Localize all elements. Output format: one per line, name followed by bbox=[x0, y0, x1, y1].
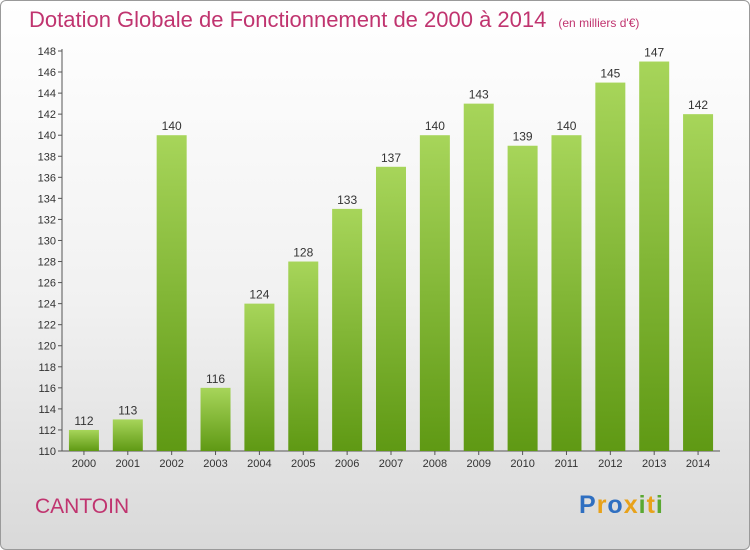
data-label: 128 bbox=[293, 246, 313, 260]
y-tick-label: 124 bbox=[38, 299, 56, 311]
x-tick-label: 2002 bbox=[159, 458, 183, 470]
y-tick-label: 126 bbox=[38, 278, 56, 290]
y-tick-label: 122 bbox=[38, 320, 56, 332]
bar bbox=[551, 135, 582, 452]
data-label: 116 bbox=[206, 372, 225, 386]
logo-letter: r bbox=[596, 491, 608, 519]
y-tick-label: 134 bbox=[38, 193, 56, 205]
data-label: 113 bbox=[118, 403, 137, 417]
data-label: 143 bbox=[469, 88, 489, 102]
data-label: 147 bbox=[644, 46, 664, 60]
bar bbox=[112, 419, 143, 451]
x-tick-label: 2004 bbox=[247, 458, 271, 470]
bar bbox=[463, 103, 494, 451]
bar bbox=[200, 387, 231, 451]
logo-letter: t bbox=[646, 491, 656, 519]
y-tick-label: 130 bbox=[38, 235, 56, 247]
bar bbox=[288, 261, 319, 451]
y-tick-label: 148 bbox=[38, 46, 56, 58]
x-tick-label: 2012 bbox=[598, 458, 622, 470]
data-label: 124 bbox=[249, 288, 269, 302]
bar bbox=[68, 429, 99, 451]
bar bbox=[376, 166, 406, 451]
y-tick-label: 146 bbox=[38, 67, 56, 79]
x-tick-label: 2003 bbox=[203, 458, 227, 470]
y-tick-label: 132 bbox=[38, 214, 56, 226]
bar bbox=[507, 145, 538, 451]
commune-name: CANTOIN bbox=[35, 495, 130, 518]
x-tick-label: 2007 bbox=[379, 458, 403, 470]
y-tick-label: 112 bbox=[38, 425, 56, 437]
data-label: 137 bbox=[381, 151, 401, 165]
data-label: 145 bbox=[600, 67, 620, 81]
y-tick-label: 142 bbox=[38, 109, 56, 121]
x-tick-label: 2010 bbox=[510, 458, 534, 470]
logo-letter: x bbox=[623, 491, 639, 519]
data-label: 142 bbox=[688, 98, 708, 112]
y-tick-label: 120 bbox=[38, 341, 56, 353]
x-tick-label: 2001 bbox=[116, 458, 140, 470]
bar bbox=[156, 135, 187, 452]
bar bbox=[595, 82, 626, 451]
title-text: Dotation Globale de Fonctionnement de 20… bbox=[29, 7, 547, 32]
logo-letter: P bbox=[579, 491, 597, 519]
data-label: 140 bbox=[162, 119, 182, 133]
x-tick-label: 2005 bbox=[291, 458, 315, 470]
x-tick-label: 2008 bbox=[423, 458, 447, 470]
logo-letter: o bbox=[607, 491, 624, 519]
logo-letter: i bbox=[638, 491, 647, 519]
unit-label: (en milliers d'€) bbox=[558, 16, 640, 30]
y-tick-label: 144 bbox=[38, 88, 56, 100]
x-tick-label: 2009 bbox=[466, 458, 490, 470]
x-tick-label: 2006 bbox=[335, 458, 359, 470]
x-tick-label: 2013 bbox=[642, 458, 666, 470]
x-tick-label: 2000 bbox=[72, 458, 96, 470]
x-tick-label: 2011 bbox=[555, 458, 579, 470]
bar bbox=[639, 61, 670, 452]
y-tick-label: 116 bbox=[38, 383, 56, 395]
data-label: 112 bbox=[74, 414, 93, 428]
y-tick-label: 114 bbox=[38, 404, 56, 416]
bar bbox=[419, 135, 450, 452]
y-tick-label: 136 bbox=[38, 172, 56, 184]
y-tick-label: 118 bbox=[38, 362, 56, 374]
y-tick-label: 138 bbox=[38, 151, 56, 163]
y-tick-label: 128 bbox=[38, 257, 56, 269]
y-tick-label: 140 bbox=[38, 130, 56, 142]
chart-title: Dotation Globale de Fonctionnement de 20… bbox=[29, 7, 639, 33]
data-label: 139 bbox=[513, 130, 533, 144]
bar bbox=[683, 114, 714, 451]
data-label: 133 bbox=[337, 193, 357, 207]
bar bbox=[332, 208, 363, 451]
data-label: 140 bbox=[556, 119, 576, 133]
y-tick-label: 110 bbox=[38, 446, 56, 458]
bar bbox=[244, 303, 275, 451]
proxiti-logo: Proxiti bbox=[579, 491, 664, 520]
x-tick-label: 2014 bbox=[686, 458, 710, 470]
data-label: 140 bbox=[425, 119, 445, 133]
logo-letter: i bbox=[655, 491, 664, 519]
